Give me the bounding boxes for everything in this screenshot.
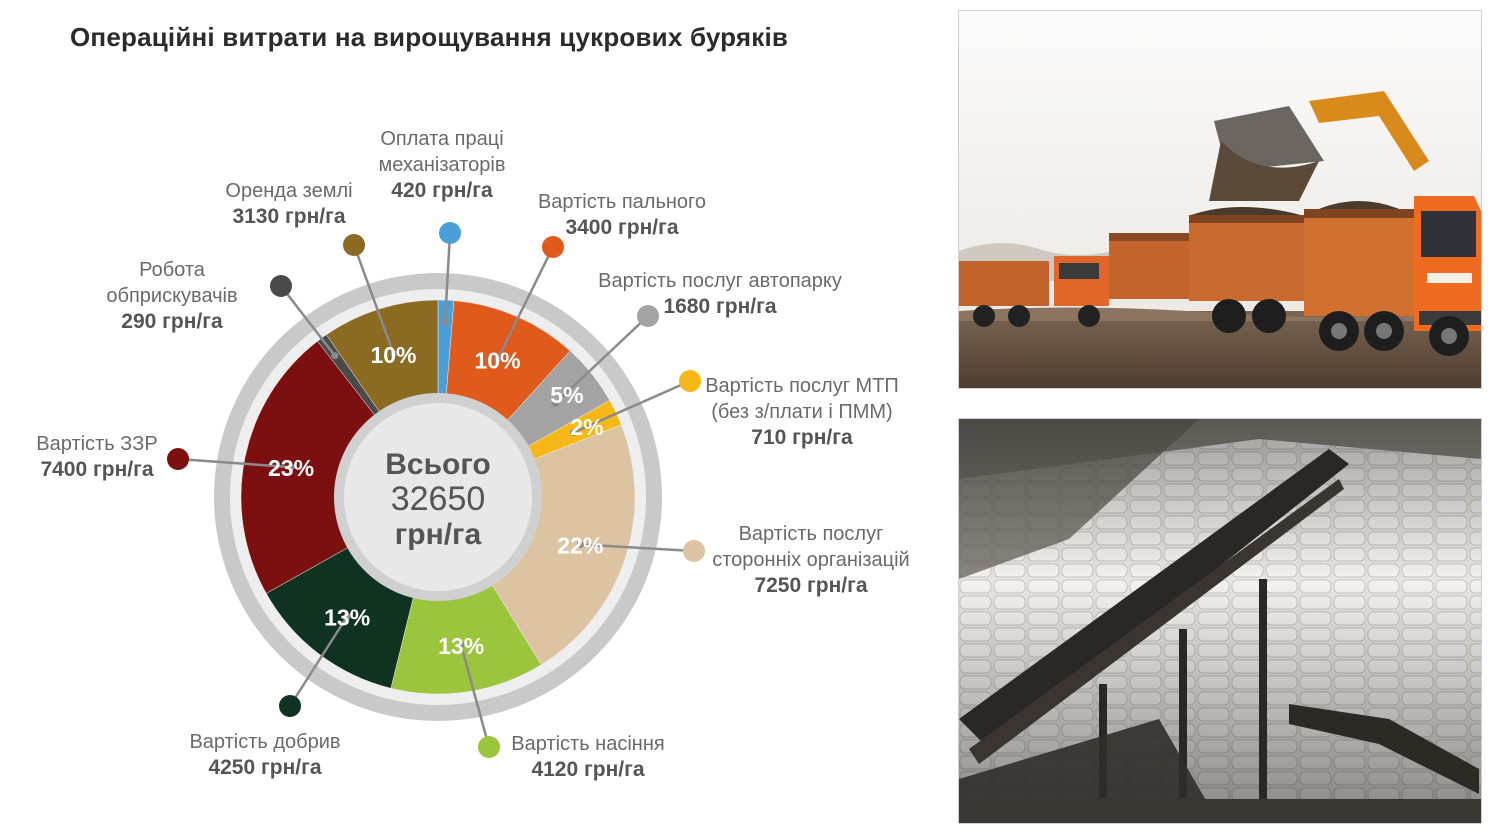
cost-donut-chart: 10% 5% 2% 22% 13% 13% 23% 10% Оплата праці механі… xyxy=(36,128,909,781)
label-name-thirdp: Вартість послуг xyxy=(739,523,884,545)
slice-pct-land: 10% xyxy=(370,342,416,368)
label-name-labor: механізаторів xyxy=(379,154,506,176)
sugar-warehouse-photo xyxy=(958,418,1482,824)
legend-marker-land xyxy=(343,234,365,256)
label-value-land: 3130 грн/га xyxy=(232,205,345,228)
slice-pct-thirdp: 22% xyxy=(557,532,603,558)
label-name-fuel: Вартість пального xyxy=(538,191,706,213)
label-name-fert: Вартість добрив xyxy=(189,731,340,753)
label-value-seeds: 4120 грн/га xyxy=(531,758,644,781)
leader-line-zzr xyxy=(177,457,292,469)
center-total-value: 32650 xyxy=(391,480,486,518)
legend-marker-fleet xyxy=(637,305,659,327)
leader-line-thirdp xyxy=(580,543,695,553)
leader-line-sprayers xyxy=(280,285,336,357)
label-name-mtp: Вартість послуг МТП xyxy=(705,375,899,397)
label-value-zzr: 7400 грн/га xyxy=(40,458,153,481)
center-total-unit: грн/га xyxy=(395,518,482,551)
slice-pct-fleet: 5% xyxy=(550,382,583,408)
label-value-sprayers: 290 грн/га xyxy=(121,310,223,333)
label-value-fuel: 3400 грн/га xyxy=(565,216,678,239)
label-value-labor: 420 грн/га xyxy=(391,179,493,202)
label-name-land: Оренда землі xyxy=(225,180,352,202)
slice-pct-fert: 13% xyxy=(324,604,370,630)
leader-line-mtp xyxy=(572,379,691,434)
legend-marker-fert xyxy=(279,695,301,717)
slice-pct-zzr: 23% xyxy=(268,455,314,481)
leader-dot-land xyxy=(390,350,398,358)
slice-pct-fuel: 10% xyxy=(474,347,520,373)
center-disc xyxy=(344,403,532,591)
label-value-mtp: 710 грн/га xyxy=(751,426,853,449)
leader-dot-fuel xyxy=(494,355,502,363)
label-name-sprayers: обприскувачів xyxy=(106,285,237,307)
label-name-labor: Оплата праці xyxy=(380,128,503,150)
leader-dot-fert xyxy=(343,612,351,620)
leader-line-fert xyxy=(288,615,349,707)
leader-dot-labor xyxy=(441,318,449,326)
legend-marker-mtp xyxy=(679,370,701,392)
leader-dot-zzr xyxy=(287,463,295,471)
leader-dot-fleet xyxy=(551,399,559,407)
slice-pct-seeds: 13% xyxy=(438,633,484,659)
center-label-total: Всього xyxy=(385,448,491,481)
legend-marker-fuel xyxy=(542,236,564,258)
leader-line-fuel xyxy=(496,246,555,360)
label-value-fleet: 1680 грн/га xyxy=(663,295,776,318)
leader-line-fleet xyxy=(554,315,649,405)
leader-line-labor xyxy=(443,232,452,323)
label-name-sprayers: Робота xyxy=(139,259,206,281)
label-name-seeds: Вартість насіння xyxy=(511,733,664,755)
sugar-beet-trucks-photo xyxy=(958,10,1482,389)
legend-marker-thirdp xyxy=(683,540,705,562)
legend-marker-labor xyxy=(439,222,461,244)
leader-line-land xyxy=(352,244,395,355)
label-value-thirdp: 7250 грн/га xyxy=(754,574,867,597)
legend-marker-seeds xyxy=(478,736,500,758)
label-name-fleet: Вартість послуг автопарку xyxy=(598,270,842,292)
leader-dot-sprayers xyxy=(331,352,339,360)
chart-title: Операційні витрати на вирощування цукров… xyxy=(70,22,789,52)
label-name-mtp: (без з/плати і ПММ) xyxy=(711,401,892,423)
label-name-thirdp: сторонніх організацій xyxy=(712,549,909,571)
leader-dot-thirdp xyxy=(576,540,584,548)
label-value-fert: 4250 грн/га xyxy=(208,756,321,779)
leader-dot-mtp xyxy=(569,429,577,437)
legend-marker-sprayers xyxy=(270,275,292,297)
slice-pct-mtp: 2% xyxy=(570,414,603,440)
legend-marker-zzr xyxy=(167,448,189,470)
leader-dot-seeds xyxy=(457,641,465,649)
leader-line-seeds xyxy=(459,644,491,748)
label-name-zzr: Вартість ЗЗР xyxy=(36,433,157,455)
